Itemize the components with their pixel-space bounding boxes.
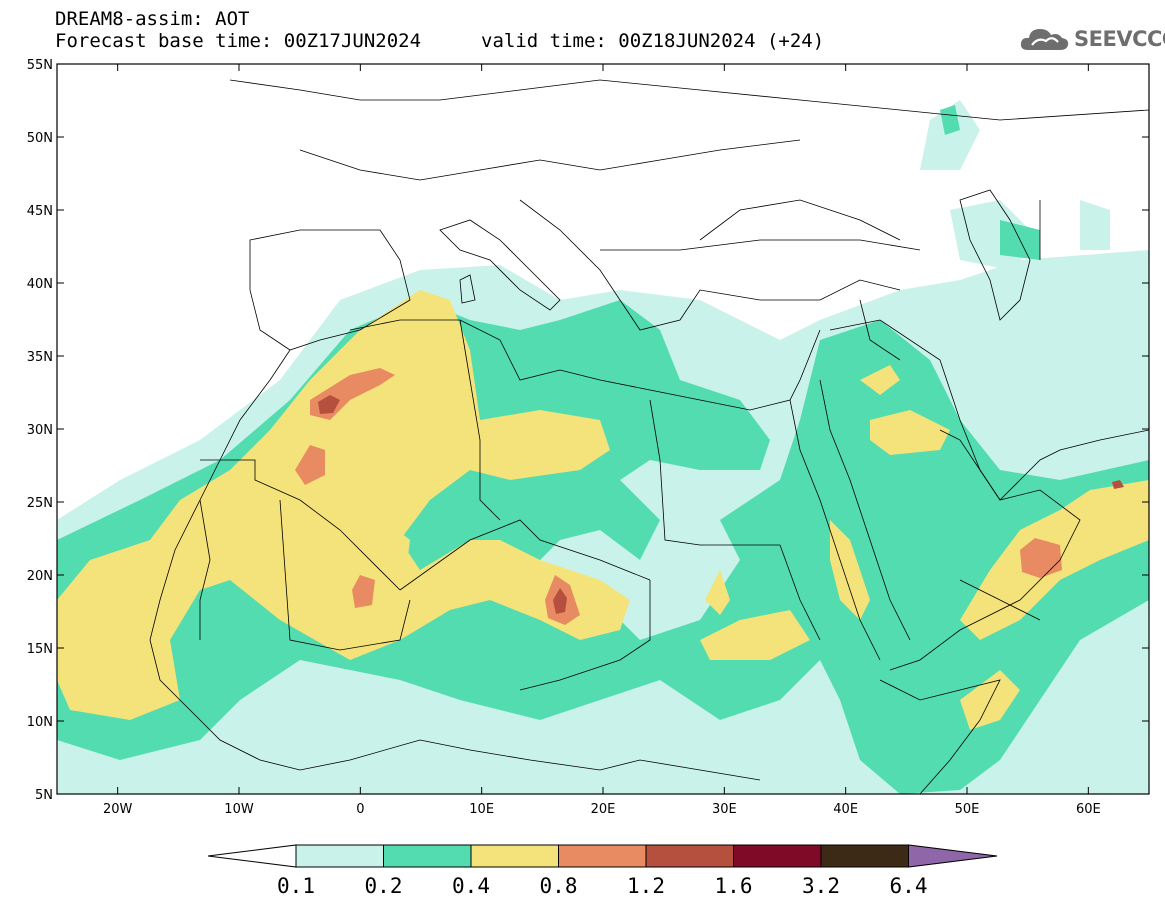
lat-tick-label: 35N (27, 350, 53, 365)
lon-tick-label: 20E (591, 802, 616, 817)
colorbar-box (383, 844, 472, 868)
lon-tick-label: 30E (712, 802, 737, 817)
lon-tick-label: 50E (955, 802, 980, 817)
colorbar-label: 0.2 (365, 874, 403, 898)
lon-tick-label: 10E (469, 802, 494, 817)
lon-tick-label: 10W (224, 802, 254, 817)
aot-level-1.2 (318, 395, 1124, 614)
lon-tick-label: 60E (1076, 802, 1101, 817)
colorbar-box (558, 844, 647, 868)
logo-text: SEEVCCC (1074, 27, 1165, 51)
lat-tick-label: 25N (27, 496, 53, 511)
lon-tick-label: 0 (356, 802, 364, 817)
lat-tick-label: 5N (35, 788, 53, 803)
lat-tick-label: 10N (27, 715, 53, 730)
colorbar-box (820, 844, 909, 868)
valid-time-text: valid time: 00Z18JUN2024 (+24) (481, 30, 825, 52)
colorbar-box (295, 844, 384, 868)
colorbar-over-arrow (908, 844, 998, 868)
colorbar-box (733, 844, 822, 868)
colorbar-label: 0.8 (540, 874, 578, 898)
colorbar-label: 1.6 (715, 874, 753, 898)
colorbar-boxes (207, 844, 998, 868)
aot-shading (57, 100, 1149, 794)
colorbar-label: 1.2 (627, 874, 665, 898)
colorbar-label: 3.2 (802, 874, 840, 898)
lat-tick-label: 45N (27, 204, 53, 219)
seevccc-logo: SEEVCCC (1018, 24, 1165, 54)
colorbar-label: 0.1 (277, 874, 315, 898)
colorbar-labels: 0.1 0.2 0.4 0.8 1.2 1.6 3.2 6.4 (277, 874, 927, 898)
lon-tick-label: 20W (103, 802, 133, 817)
lat-tick-label: 30N (27, 423, 53, 438)
aot-map: 55N 50N 45N 40N 35N 30N 25N 20N 15N 10N 5N 20W 10W 0… (27, 58, 1150, 817)
colorbar-box (470, 844, 559, 868)
lat-tick-label: 15N (27, 642, 53, 657)
lat-tick-label: 55N (27, 58, 53, 73)
colorbar-label: 0.4 (452, 874, 490, 898)
lat-tick-label: 50N (27, 131, 53, 146)
longitude-axis: 20W 10W 0 10E 20E 30E 40E 50E 60E (103, 64, 1101, 817)
aot-level-0.4 (57, 290, 1149, 730)
cloud-icon (1020, 29, 1069, 50)
lon-tick-label: 40E (833, 802, 858, 817)
coastlines-borders (149, 79, 1149, 794)
latitude-axis: 55N 50N 45N 40N 35N 30N 25N 20N 15N 10N 5N (27, 58, 1149, 803)
colorbar-under-arrow (207, 844, 297, 868)
base-time-text: Forecast base time: 00Z17JUN2024 (55, 30, 422, 52)
map-title: DREAM8-assim: AOT (55, 8, 250, 30)
colorbar-box (645, 844, 734, 868)
lat-tick-label: 20N (27, 569, 53, 584)
colorbar: 0.1 0.2 0.4 0.8 1.2 1.6 3.2 6.4 (207, 844, 998, 898)
forecast-base-time: Forecast base time: 00Z17JUN2024 valid ti… (55, 30, 824, 52)
lat-tick-label: 40N (27, 277, 53, 292)
colorbar-label: 6.4 (890, 874, 928, 898)
